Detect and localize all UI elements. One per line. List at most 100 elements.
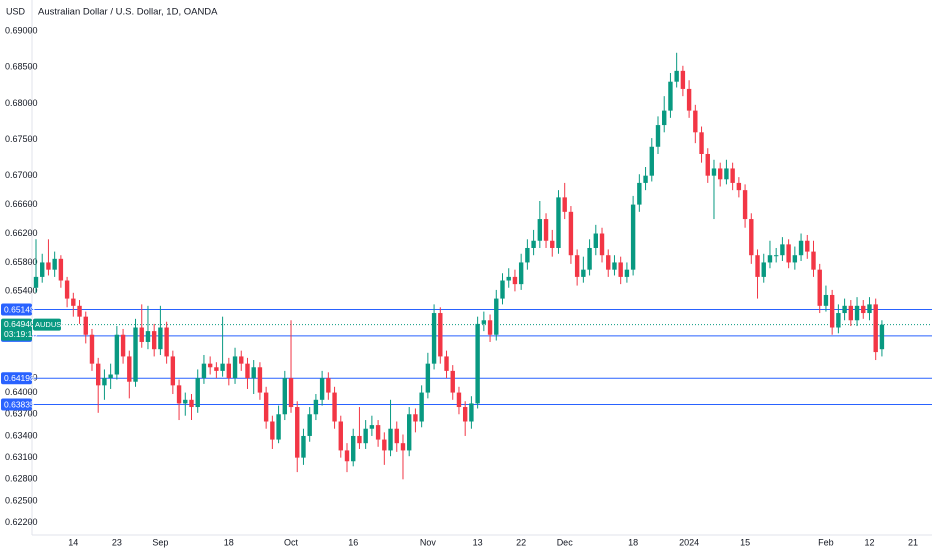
candle-body [649, 146, 654, 176]
y-tick-label: 0.63700 [5, 409, 38, 419]
candle-body [780, 244, 785, 256]
candle-body [127, 356, 132, 382]
candle-body [494, 298, 499, 335]
candle-body [251, 367, 256, 379]
last-price-tag [1, 318, 32, 341]
level-tag-label: 0.64198 [4, 373, 35, 383]
candle-body [655, 125, 661, 147]
y-tick-label: 0.69000 [5, 25, 38, 35]
candle-body [792, 255, 798, 263]
level-tag-label: 0.63835 [4, 399, 35, 409]
candle-body [742, 190, 748, 220]
candle-body [724, 168, 729, 180]
level-tag [1, 398, 32, 411]
candle-body [46, 262, 51, 270]
candle-body [114, 334, 120, 375]
candle-body [33, 276, 39, 288]
candle-body [226, 363, 232, 379]
axis-unit: USD [6, 6, 26, 16]
candle-body [400, 443, 406, 451]
candle-body [207, 363, 213, 368]
candle-body [543, 219, 549, 241]
candle-body [183, 399, 188, 404]
candle-body [64, 280, 70, 299]
candle-body [214, 367, 219, 371]
candle-body [475, 323, 480, 404]
candle-body [612, 262, 617, 270]
candle-body [431, 313, 437, 364]
candle-body [512, 276, 518, 285]
candle-body [189, 399, 194, 408]
candle-body [556, 197, 561, 248]
candle-body [139, 327, 144, 342]
x-tick-label: 22 [516, 537, 526, 547]
candle-body [357, 435, 362, 444]
candle-body [854, 305, 860, 321]
level-tag-label: 0.65149 [4, 304, 35, 314]
candle-body [786, 244, 791, 263]
candle-body [288, 378, 294, 408]
candle-body [836, 313, 841, 328]
candle-body [52, 258, 57, 270]
candle-body [102, 378, 107, 386]
candle-body [444, 356, 449, 371]
candle-body [574, 255, 580, 277]
candle-body [462, 407, 468, 422]
y-tick-label: 0.66200 [5, 228, 38, 238]
candle-body [811, 251, 816, 270]
candle-body [407, 414, 412, 451]
x-tick-label: 23 [112, 537, 122, 547]
candle-body [823, 294, 829, 306]
candle-body [674, 70, 679, 82]
x-tick-label: 2024 [679, 537, 699, 547]
candle-body [469, 403, 474, 422]
x-tick-label: Dec [557, 537, 574, 547]
candle-body [680, 70, 686, 89]
candle-body [77, 305, 82, 317]
candle-body [842, 305, 847, 314]
candle-body [705, 153, 710, 176]
candle-body [525, 247, 530, 263]
candle-body [550, 240, 555, 248]
last-price-label: 0.64940 [4, 319, 35, 329]
y-tick-label: 0.66600 [5, 199, 38, 209]
candle-body [630, 204, 636, 270]
countdown: 03:19:18 [4, 329, 37, 339]
candle-body [500, 280, 505, 299]
candle-body [71, 298, 76, 306]
candle-body [40, 262, 45, 277]
candle-body [879, 324, 885, 350]
candle-body [344, 450, 350, 462]
candle-body [319, 378, 325, 400]
candle-body [456, 392, 462, 408]
candle-body [749, 219, 754, 256]
candle-body [83, 316, 88, 335]
candle-body [326, 378, 331, 393]
candle-body [773, 255, 779, 257]
x-tick-label: Feb [818, 537, 834, 547]
level-tag [1, 372, 32, 385]
candle-body [307, 414, 312, 436]
candle-body [450, 370, 455, 393]
x-tick-label: 14 [68, 537, 78, 547]
candle-body [736, 182, 742, 191]
candle-body [375, 425, 381, 440]
candle-body [263, 392, 269, 422]
symbol-tag [33, 318, 61, 331]
candle-body [805, 240, 810, 252]
candle-body [220, 363, 225, 371]
candle-body [481, 320, 487, 324]
x-tick-label: 21 [908, 537, 918, 547]
candle-body [145, 331, 151, 342]
candle-body [245, 363, 250, 379]
candle-body [730, 168, 735, 183]
candle-body [96, 363, 101, 386]
candle-body [313, 399, 319, 415]
candle-body [176, 385, 182, 404]
candle-body [133, 327, 138, 382]
candle-body [562, 197, 567, 212]
candle-body [120, 334, 126, 357]
y-tick-label: 0.65800 [5, 257, 38, 267]
